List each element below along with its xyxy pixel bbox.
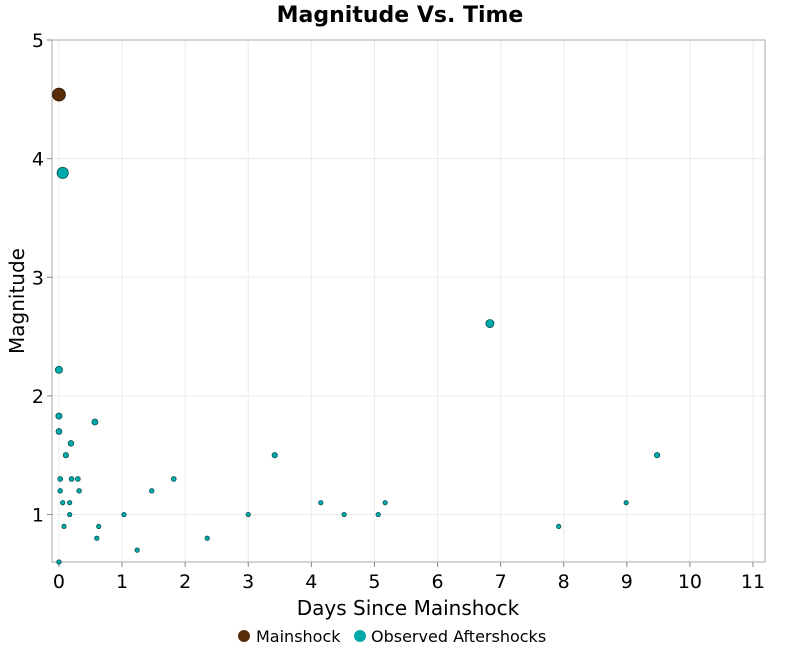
aftershock-point xyxy=(75,476,81,482)
aftershock-point xyxy=(318,500,324,506)
legend-aftershocks-marker xyxy=(354,630,366,642)
y-tick-label: 4 xyxy=(32,149,44,171)
legend-mainshock-label: Mainshock xyxy=(256,627,341,646)
aftershock-point xyxy=(170,476,177,482)
x-axis-label: Days Since Mainshock xyxy=(297,596,520,620)
aftershock-point xyxy=(485,319,495,329)
x-tick-label: 6 xyxy=(431,571,443,593)
x-tick-label: 11 xyxy=(741,571,765,593)
aftershock-point xyxy=(382,500,388,506)
x-tick-label: 4 xyxy=(305,571,317,593)
x-tick-label: 10 xyxy=(678,571,702,593)
grid xyxy=(52,39,765,562)
chart-title: Magnitude Vs. Time xyxy=(277,3,524,28)
aftershock-point xyxy=(134,547,140,553)
aftershock-point xyxy=(96,523,102,530)
legend-mainshock-marker xyxy=(238,630,250,642)
aftershock-point xyxy=(375,511,381,518)
y-tick-label: 2 xyxy=(32,386,44,408)
y-tick-label: 3 xyxy=(32,267,44,289)
aftershock-point xyxy=(55,412,63,420)
aftershock-point xyxy=(204,535,210,541)
aftershock-point xyxy=(67,500,73,506)
legend: Mainshock Observed Aftershocks xyxy=(238,627,546,646)
aftershock-point xyxy=(56,166,69,179)
x-tick-label: 5 xyxy=(368,571,380,593)
aftershock-point xyxy=(271,452,278,459)
x-tick-label: 3 xyxy=(242,571,254,593)
aftershock-point xyxy=(67,511,73,518)
aftershock-point xyxy=(121,511,127,518)
aftershock-point xyxy=(57,476,64,482)
aftershock-point xyxy=(94,535,100,541)
aftershock-point xyxy=(556,523,562,530)
aftershock-point xyxy=(148,488,155,494)
x-tick-label: 1 xyxy=(116,571,128,593)
aftershock-point xyxy=(61,523,67,530)
aftershock-point xyxy=(67,440,75,447)
legend-aftershocks-label: Observed Aftershocks xyxy=(371,627,546,646)
aftershock-point xyxy=(57,488,63,494)
x-tick-label: 9 xyxy=(621,571,633,593)
x-tick-label: 2 xyxy=(179,571,191,593)
aftershock-point xyxy=(54,365,63,374)
x-tick-label: 8 xyxy=(558,571,570,593)
aftershock-point xyxy=(60,500,66,506)
aftershock-point xyxy=(654,452,661,459)
x-tick-label: 7 xyxy=(495,571,507,593)
aftershock-point xyxy=(62,452,69,459)
y-tick-label: 5 xyxy=(32,30,44,52)
data-points xyxy=(52,87,661,565)
aftershock-point xyxy=(623,500,629,506)
aftershock-point xyxy=(55,428,63,435)
aftershock-point xyxy=(245,511,251,518)
x-tick-label: 0 xyxy=(53,571,65,593)
plot-area xyxy=(51,39,766,563)
aftershock-point xyxy=(91,418,99,426)
y-axis-label: Magnitude xyxy=(5,248,29,354)
y-tick-label: 1 xyxy=(32,505,44,527)
mainshock-point xyxy=(52,87,66,102)
aftershock-point xyxy=(56,559,62,565)
aftershock-point xyxy=(341,511,347,518)
aftershock-point xyxy=(76,488,82,494)
aftershock-point xyxy=(68,476,75,482)
